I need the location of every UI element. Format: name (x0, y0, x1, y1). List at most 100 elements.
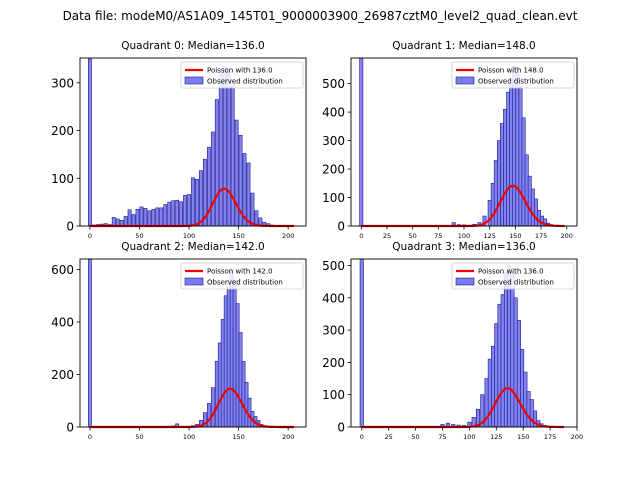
histogram-bar (135, 209, 140, 227)
histogram-bar (214, 99, 219, 227)
x-tick-label: 75 (434, 232, 442, 240)
histogram-bar (163, 204, 168, 227)
histogram-bar (88, 58, 92, 227)
axes-frame (79, 57, 307, 227)
x-tick-label: 0 (88, 232, 92, 240)
x-tick-label: 100 (458, 232, 470, 240)
y-tick-label: 500 (322, 259, 345, 273)
y-tick-label: 600 (51, 263, 74, 277)
subplot-title: Quadrant 2: Median=142.0 (121, 241, 264, 253)
subplot-title: Quadrant 1: Median=148.0 (392, 40, 535, 52)
histogram-bar (131, 214, 136, 227)
x-tick-label: 100 (183, 232, 195, 240)
x-tick-label: 50 (408, 232, 416, 240)
y-tick-label: 0 (66, 421, 74, 435)
histogram-bar (529, 399, 534, 428)
y-tick-label: 100 (322, 388, 345, 402)
y-tick-label: 400 (322, 106, 345, 120)
x-tick-label: 0 (360, 433, 364, 441)
legend-label-poisson: Poisson with 136.0 (478, 268, 544, 276)
histogram-bar (155, 207, 160, 227)
histogram-bar (111, 217, 116, 227)
legend-label-poisson: Poisson with 136.0 (207, 67, 273, 75)
subplot-quadrant-1: Quadrant 1: Median=148.0 0 25 50 75 100 125 150… (322, 40, 578, 240)
x-tick-label: 200 (571, 433, 583, 441)
histogram-bar (510, 271, 515, 428)
subplot-title: Quadrant 3: Median=136.0 (392, 241, 535, 253)
x-tick-label: 50 (135, 433, 143, 441)
y-tick-label: 200 (51, 124, 74, 138)
legend-bar-swatch (455, 76, 475, 85)
y-tick-label: 200 (322, 163, 345, 177)
histogram-bar (206, 403, 211, 428)
legend-box (180, 61, 304, 89)
histogram-bar (139, 206, 144, 227)
histogram-bar (191, 177, 195, 227)
legend-box (451, 262, 575, 290)
histogram-bar (226, 72, 231, 227)
x-tick-label: 200 (282, 232, 294, 240)
x-tick-label: 175 (544, 433, 556, 441)
x-tick-label: 0 (88, 433, 92, 441)
y-tick-label: 400 (322, 291, 345, 305)
histogram-bar (147, 210, 152, 227)
x-tick-label: 100 (183, 433, 195, 441)
subplot-quadrant-2: Quadrant 2: Median=142.0 0 50 100 150 200 0 200… (51, 241, 307, 441)
histogram-bar (234, 119, 239, 227)
histogram-bar (497, 303, 502, 428)
histogram-bar (494, 323, 499, 428)
histogram-bar (210, 387, 215, 428)
histogram-bar (500, 294, 505, 428)
histogram-bar (503, 271, 508, 428)
histogram-bar (523, 371, 528, 428)
y-tick-label: 0 (337, 220, 345, 234)
y-tick-label: 300 (322, 134, 345, 148)
x-tick-label: 0 (359, 232, 363, 240)
histogram-bar (199, 170, 203, 227)
y-tick-label: 200 (51, 368, 74, 382)
legend-label-poisson: Poisson with 142.0 (207, 268, 273, 276)
y-tick-label: 200 (322, 356, 345, 370)
y-tick-label: 500 (322, 77, 345, 91)
y-tick-label: 0 (66, 220, 74, 234)
histogram-bar (359, 57, 364, 227)
legend: Poisson with 148.0 Observed distribution (451, 61, 575, 89)
legend-bar-swatch (184, 277, 204, 286)
x-tick-label: 125 (490, 433, 502, 441)
histogram-bar (167, 201, 172, 227)
histogram-bar (246, 162, 251, 227)
x-tick-label: 50 (135, 232, 143, 240)
histogram-bar (187, 194, 191, 227)
legend-box (451, 61, 575, 89)
histogram-bar (516, 320, 521, 428)
histogram-bar (183, 195, 187, 227)
y-tick-label: 100 (51, 172, 74, 186)
x-tick-label: 200 (282, 433, 294, 441)
legend-label-observed: Observed distribution (207, 78, 283, 86)
y-tick-label: 300 (322, 324, 345, 338)
poisson-curve (89, 387, 295, 429)
histogram-bar (250, 192, 255, 227)
histogram-bar (195, 178, 199, 227)
histogram-bar (520, 349, 525, 428)
histogram-bar (218, 73, 223, 227)
y-tick-label: 400 (51, 316, 74, 330)
subplot-quadrant-3: Quadrant 3: Median=136.0 0 25 50 75 100 125 150… (322, 241, 583, 441)
histogram-bar (143, 208, 148, 227)
legend-bar-swatch (455, 277, 475, 286)
x-tick-label: 150 (232, 232, 244, 240)
histogram-bar (171, 200, 176, 227)
histogram-bar (222, 66, 227, 227)
legend: Poisson with 136.0 Observed distribution (451, 262, 575, 290)
y-tick-label: 100 (322, 191, 345, 205)
subplot-title: Quadrant 0: Median=136.0 (121, 40, 264, 52)
legend-label-poisson: Poisson with 148.0 (478, 67, 544, 75)
histogram-bar (179, 201, 183, 227)
x-tick-label: 175 (535, 232, 547, 240)
x-tick-label: 150 (517, 433, 529, 441)
histogram-bar (123, 216, 128, 227)
histogram-bar (151, 209, 156, 227)
histogram-bar (507, 265, 512, 428)
legend: Poisson with 136.0 Observed distribution (180, 61, 304, 89)
legend-bar-swatch (184, 76, 204, 85)
